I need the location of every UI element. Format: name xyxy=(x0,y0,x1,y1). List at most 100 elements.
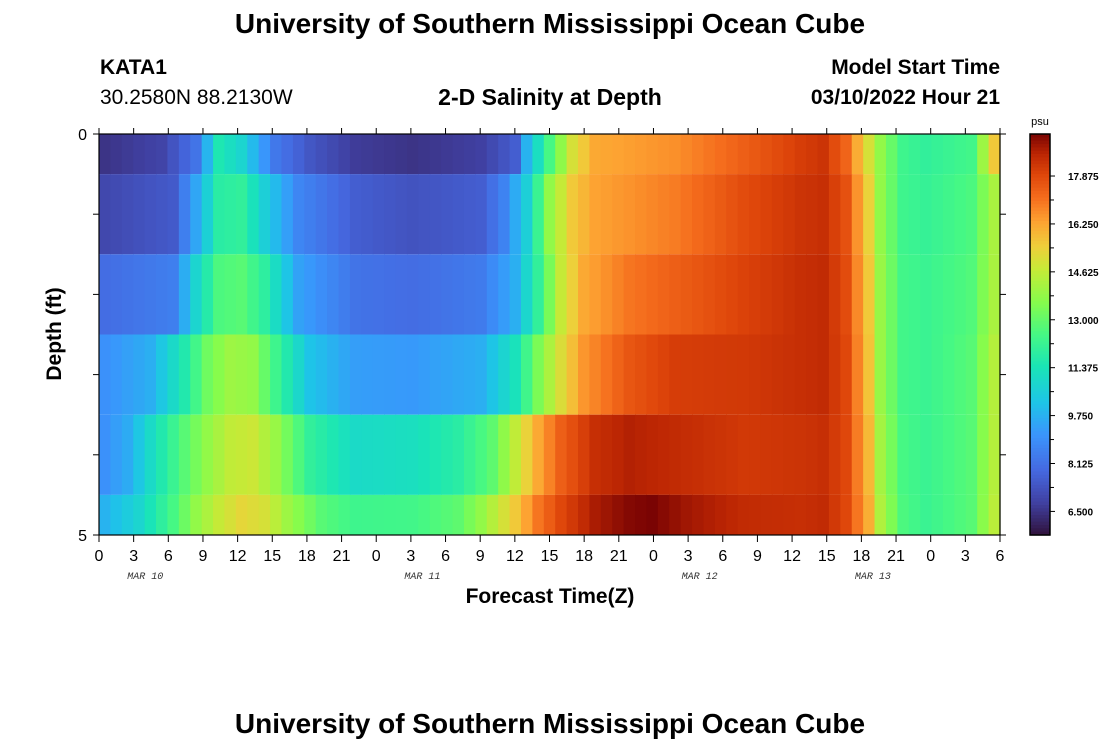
heatmap-cell xyxy=(121,174,134,255)
colorbar-segment xyxy=(1030,384,1050,389)
colorbar-segment xyxy=(1030,164,1050,169)
colorbar-segment xyxy=(1030,394,1050,399)
heatmap-cell xyxy=(600,494,613,535)
heatmap-cell xyxy=(247,494,260,535)
heatmap-cell xyxy=(851,174,864,255)
main-title: University of Southern Mississippi Ocean… xyxy=(234,8,866,39)
heatmap-cell xyxy=(840,174,853,255)
heatmap-cell xyxy=(908,334,921,415)
heatmap-cell xyxy=(828,174,841,255)
plot-title: 2-D Salinity at Depth xyxy=(438,84,662,110)
heatmap-cell xyxy=(121,494,134,535)
colorbar-segment xyxy=(1030,411,1050,416)
day-label: MAR 11 xyxy=(404,572,440,583)
heatmap-cell xyxy=(463,174,476,255)
colorbar-segment xyxy=(1030,144,1050,148)
heatmap-cell xyxy=(749,494,762,535)
heatmap-cell xyxy=(235,174,248,255)
heatmap-cell xyxy=(201,414,214,495)
heatmap-cell xyxy=(817,414,830,495)
heatmap-cell xyxy=(566,334,579,415)
heatmap-cell xyxy=(669,254,682,335)
footer-title: University of Southern Mississippi Ocean… xyxy=(234,708,866,739)
x-tick-label: 9 xyxy=(476,548,485,565)
x-tick-label: 12 xyxy=(506,548,524,565)
heatmap-cell xyxy=(874,254,887,335)
colorbar-tick-label: 17.875 xyxy=(1068,172,1099,183)
x-tick-label: 9 xyxy=(199,548,208,565)
heatmap-cell xyxy=(703,254,716,335)
x-axis-label: Forecast Time(Z) xyxy=(465,585,635,608)
heatmap-cell xyxy=(760,414,773,495)
heatmap-cell xyxy=(657,334,670,415)
heatmap-cell xyxy=(646,134,659,175)
heatmap-cell xyxy=(885,414,898,495)
heatmap-cell xyxy=(965,334,978,415)
heatmap-cell xyxy=(292,174,305,255)
heatmap-cell xyxy=(133,334,146,415)
colorbar-tick-label: 14.625 xyxy=(1068,268,1099,279)
colorbar-segment xyxy=(1030,531,1050,536)
colorbar-segment xyxy=(1030,150,1050,155)
heatmap-cell xyxy=(669,134,682,175)
heatmap-cell xyxy=(578,334,591,415)
heatmap-cell xyxy=(110,494,123,535)
colorbar-segment xyxy=(1030,444,1050,449)
heatmap-cell xyxy=(315,334,328,415)
heatmap-cell xyxy=(292,334,305,415)
heatmap-cell xyxy=(498,134,511,175)
heatmap-cell xyxy=(349,334,362,415)
heatmap-cell xyxy=(543,334,556,415)
heatmap-cell xyxy=(99,414,112,495)
colorbar-segment xyxy=(1030,401,1050,406)
heatmap-cell xyxy=(977,494,990,535)
colorbar-segment xyxy=(1030,528,1050,533)
heatmap-cell xyxy=(669,334,682,415)
heatmap-cell xyxy=(840,414,853,495)
heatmap-cell xyxy=(760,334,773,415)
heatmap-cell xyxy=(760,174,773,255)
x-tick-label: 3 xyxy=(961,548,970,565)
heatmap-cell xyxy=(737,174,750,255)
salinity-heatmap: 0 3 6 9 12 15 18 21 0 3 6 9 12 15 18 21 0 3 6 9 12 15 18 21 0 3 6M… xyxy=(78,116,1099,583)
heatmap-cell xyxy=(794,494,807,535)
heatmap-cell xyxy=(270,254,283,335)
colorbar-segment xyxy=(1030,297,1050,302)
heatmap-cell xyxy=(657,494,670,535)
heatmap-cell xyxy=(897,494,910,535)
heatmap-cell xyxy=(384,134,397,175)
colorbar-segment xyxy=(1030,267,1050,272)
heatmap-cell xyxy=(623,254,636,335)
heatmap-cell xyxy=(714,134,727,175)
colorbar-segment xyxy=(1030,220,1050,225)
colorbar-segment xyxy=(1030,387,1050,392)
heatmap-cell xyxy=(555,254,568,335)
colorbar-segment xyxy=(1030,174,1050,179)
heatmap-cell xyxy=(395,134,408,175)
heatmap-cell xyxy=(372,414,385,495)
heatmap-cell xyxy=(315,134,328,175)
heatmap-cell xyxy=(703,134,716,175)
colorbar-segment xyxy=(1030,240,1050,245)
colorbar-segment xyxy=(1030,478,1050,483)
heatmap-cell xyxy=(190,134,203,175)
heatmap-cell xyxy=(258,134,271,175)
heatmap-cell xyxy=(327,334,340,415)
x-tick-label: 6 xyxy=(718,548,727,565)
heatmap-cell xyxy=(897,134,910,175)
heatmap-cell xyxy=(190,254,203,335)
heatmap-cell xyxy=(201,254,214,335)
heatmap-cell xyxy=(121,334,134,415)
station-coords: 30.2580N 88.2130W xyxy=(100,86,293,109)
heatmap-cell xyxy=(532,134,545,175)
heatmap-cell xyxy=(657,174,670,255)
x-tick-label: 0 xyxy=(649,548,658,565)
heatmap-cell xyxy=(863,254,876,335)
heatmap-cell xyxy=(349,414,362,495)
heatmap-cell xyxy=(384,254,397,335)
y-tick-label: 5 xyxy=(78,528,87,545)
colorbar-segment xyxy=(1030,408,1050,412)
heatmap-cell xyxy=(623,414,636,495)
heatmap-cell xyxy=(714,254,727,335)
heatmap-cell xyxy=(224,254,237,335)
